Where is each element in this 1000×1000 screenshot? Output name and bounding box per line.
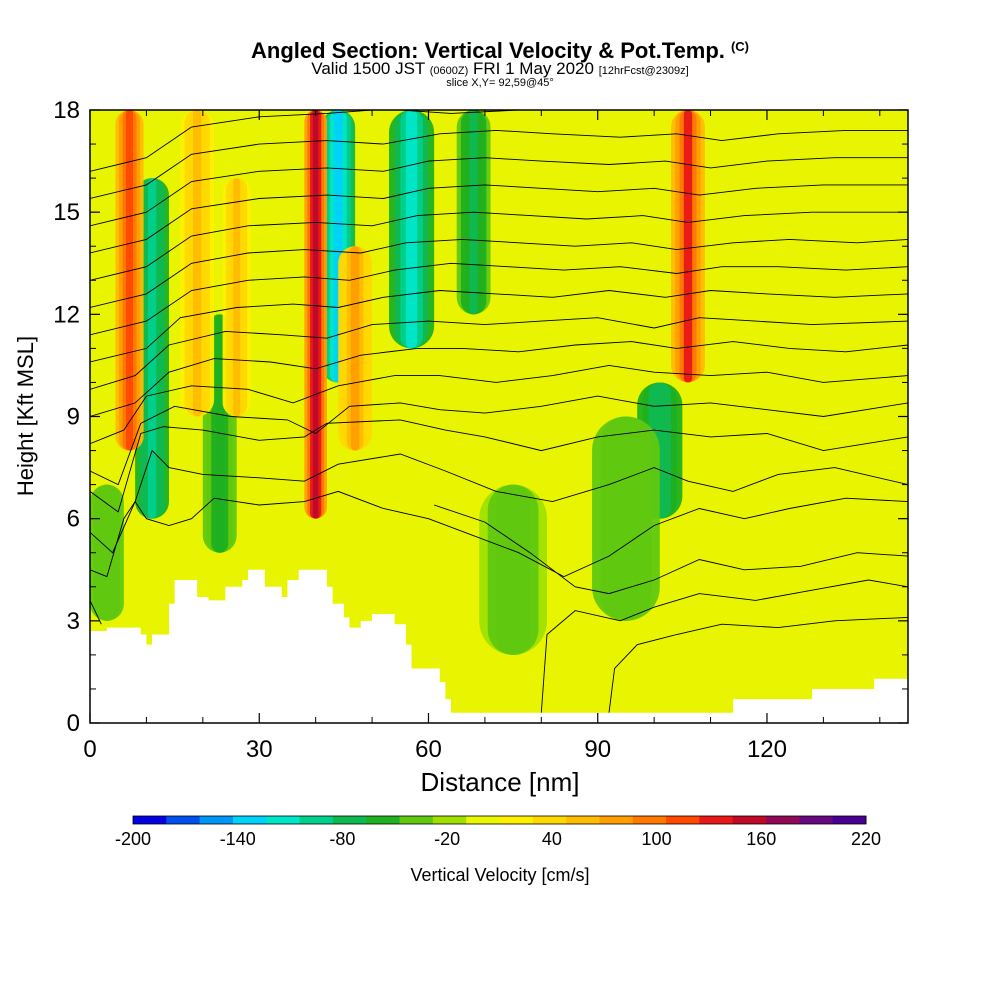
theta-contour-line — [90, 490, 908, 578]
colorbar-tick-label: 100 — [642, 829, 672, 849]
theta-contour-line — [90, 184, 908, 254]
colorbar-swatch — [832, 816, 867, 824]
theta-contour-line — [400, 110, 519, 114]
x-tick-label: 120 — [747, 736, 787, 763]
colorbar-swatch — [766, 816, 800, 824]
y-tick-label: 6 — [67, 506, 80, 533]
colorbar-swatch — [532, 816, 567, 824]
downdraft-band — [147, 178, 157, 519]
colorbar-swatch — [466, 816, 500, 824]
updraft-band — [312, 110, 319, 519]
colorbar-swatch — [299, 816, 334, 824]
theta-contour-line — [90, 290, 908, 363]
colorbar-tick-label: 40 — [542, 829, 562, 849]
updraft-band — [125, 110, 134, 451]
colorbar-swatch — [732, 816, 767, 824]
terrain-area — [90, 569, 908, 723]
updraft-band — [683, 110, 693, 383]
colorbar-tick-label: -20 — [434, 829, 460, 849]
downdraft-band — [102, 484, 112, 621]
slice-info: slice X,Y= 92,59@45° — [446, 77, 554, 89]
theta-contour-line — [90, 129, 908, 199]
valid-time-main: Valid 1500 JST — [311, 59, 425, 78]
colorbar-swatch — [232, 816, 267, 824]
valid-time-date: FRI 1 May 2020 — [473, 59, 594, 78]
downdraft-band — [617, 416, 635, 621]
theta-contour-line — [90, 364, 908, 445]
colorbar-swatch — [699, 816, 734, 824]
updraft-band — [350, 246, 360, 451]
theta-contour-line — [90, 238, 908, 308]
colorbar-swatch — [199, 816, 234, 824]
colorbar-label: Vertical Velocity [cm/s] — [410, 865, 589, 885]
colorbar-swatch — [566, 816, 600, 824]
y-tick-label: 9 — [67, 404, 80, 431]
colorbar: -200 -140 -80 -20 40 100 160 220 — [115, 815, 881, 849]
colorbar-swatch — [366, 816, 401, 824]
y-tick-label: 18 — [53, 97, 80, 124]
colorbar-swatch — [266, 816, 301, 824]
colorbar-swatch — [332, 816, 367, 824]
colorbar-swatch — [499, 816, 534, 824]
theta-contour-line — [90, 110, 373, 172]
colorbar-frame — [132, 815, 867, 825]
forecast-info: [12hrFcst@2309z] — [598, 65, 689, 77]
downdraft-band — [504, 484, 522, 655]
terrain-mask — [90, 569, 908, 723]
valid-time-utc: (0600Z) — [429, 65, 469, 77]
chart-title: Angled Section: Vertical Velocity & Pot.… — [0, 38, 1000, 64]
chart-title-units: (C) — [730, 39, 749, 54]
theta-contours — [90, 110, 908, 713]
y-tick-label: 12 — [53, 301, 80, 328]
y-axis-label: Height [Kft MSL] — [13, 336, 38, 496]
updraft-band — [233, 178, 241, 417]
chart-title-text: Angled Section: Vertical Velocity & Pot.… — [251, 38, 725, 63]
updraft-band — [192, 110, 202, 417]
x-tick-label: 60 — [415, 736, 442, 763]
colorbar-swatch — [432, 816, 467, 824]
colorbar-tick-label: 220 — [851, 829, 881, 849]
colorbar-tick-label: -140 — [220, 829, 256, 849]
theta-contour-line — [90, 419, 908, 513]
x-axis-label: Distance [nm] — [421, 767, 580, 797]
colorbar-swatch — [799, 816, 834, 824]
colorbar-swatch — [133, 816, 167, 824]
x-tick-label: 90 — [584, 736, 611, 763]
theta-contour-line — [90, 262, 908, 336]
theta-contour-line — [540, 579, 908, 713]
colorbar-swatch — [666, 816, 700, 824]
colorbar-tick-label: 160 — [746, 829, 776, 849]
theta-contour-line — [90, 317, 908, 390]
colorbar-swatch — [399, 816, 434, 824]
y-tick-label: 15 — [53, 199, 80, 226]
theta-contour-line — [90, 449, 908, 554]
theta-contour-line — [90, 157, 908, 227]
theta-contour-line — [608, 616, 908, 713]
valid-time-line: Valid 1500 JST (0600Z) FRI 1 May 2020 [1… — [0, 59, 1000, 79]
y-tick-label: 3 — [67, 608, 80, 635]
colorbar-tick-label: -80 — [329, 829, 355, 849]
colorbar-tick-label: -200 — [115, 829, 151, 849]
theta-contour-line — [90, 211, 908, 281]
y-tick-label: 0 — [67, 710, 80, 737]
theta-contour-line — [90, 341, 908, 417]
theta-contour-line — [433, 504, 908, 595]
theta-contour-line — [90, 395, 908, 486]
x-tick-label: 0 — [83, 736, 96, 763]
colorbar-swatch — [632, 816, 667, 824]
downdraft-band — [405, 110, 418, 349]
colorbar-swatch — [166, 816, 201, 824]
colorbar-swatch — [599, 816, 634, 824]
x-tick-label: 30 — [246, 736, 273, 763]
axes: 0 30 60 90 120 0 3 6 9 12 15 18 — [53, 97, 908, 763]
